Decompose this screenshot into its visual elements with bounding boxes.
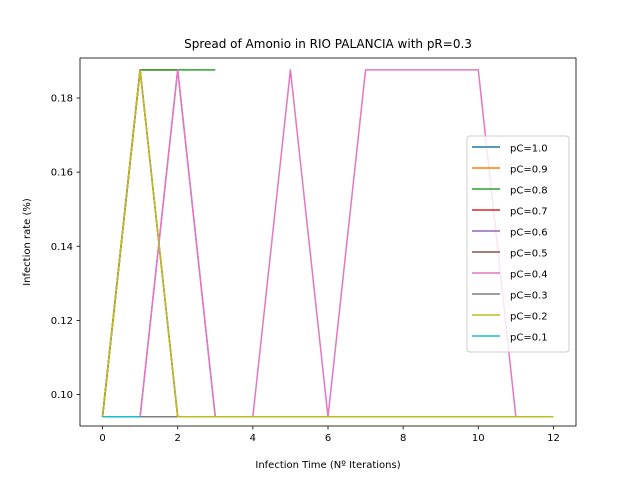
y-tick-label: 0.18 bbox=[51, 94, 73, 105]
legend-label: pC=0.8 bbox=[510, 186, 548, 197]
y-axis: 0.10 0.12 0.14 0.16 0.18 bbox=[51, 94, 80, 401]
x-tick-label: 6 bbox=[325, 433, 331, 444]
y-axis-label: Infection rate (%) bbox=[22, 198, 33, 286]
y-tick-label: 0.10 bbox=[51, 390, 73, 401]
legend-label: pC=0.3 bbox=[510, 291, 548, 302]
legend-label: pC=0.9 bbox=[510, 165, 548, 176]
x-axis: 0 2 4 6 8 10 12 bbox=[99, 426, 560, 444]
x-tick-label: 4 bbox=[250, 433, 256, 444]
legend-label: pC=0.1 bbox=[510, 333, 548, 344]
x-tick-label: 12 bbox=[547, 433, 560, 444]
legend-label: pC=0.5 bbox=[510, 249, 548, 260]
legend-label: pC=0.2 bbox=[510, 312, 548, 323]
x-tick-label: 2 bbox=[175, 433, 181, 444]
x-axis-label: Infection Time (Nº Iterations) bbox=[255, 460, 400, 471]
legend: pC=1.0 pC=0.9 pC=0.8 pC=0.7 pC=0.6 pC=0.5 pC=0… bbox=[466, 135, 570, 353]
y-tick-label: 0.16 bbox=[51, 168, 73, 179]
y-tick-label: 0.14 bbox=[51, 242, 73, 253]
y-tick-label: 0.12 bbox=[51, 316, 73, 327]
x-tick-label: 10 bbox=[472, 433, 485, 444]
x-tick-label: 8 bbox=[400, 433, 406, 444]
legend-label: pC=0.6 bbox=[510, 228, 548, 239]
series-layer bbox=[101, 69, 554, 418]
x-tick-label: 0 bbox=[99, 433, 105, 444]
legend-box bbox=[466, 135, 570, 353]
legend-label: pC=0.4 bbox=[510, 270, 548, 281]
series-line-8 bbox=[101, 69, 554, 418]
legend-label: pC=0.7 bbox=[510, 207, 548, 218]
chart-title: Spread of Amonio in RIO PALANCIA with pR… bbox=[184, 37, 472, 51]
legend-label: pC=1.0 bbox=[510, 144, 548, 155]
